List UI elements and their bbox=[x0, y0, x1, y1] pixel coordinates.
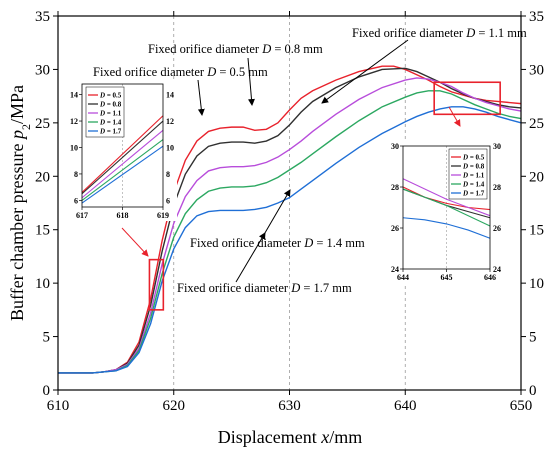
inset-y-tick-label: 28 bbox=[391, 183, 399, 192]
inset-y-tick-label: 24 bbox=[391, 265, 399, 274]
inset-y-tick-label: 6 bbox=[74, 196, 78, 205]
zoom-arrow-right bbox=[448, 106, 461, 127]
zoom-regions bbox=[148, 81, 501, 311]
annotations: Fixed orifice diameter D = 0.8 mm Fixed … bbox=[93, 26, 527, 295]
inset-y-tick-label: 30 bbox=[391, 142, 399, 151]
annotation-d-0.8: Fixed orifice diameter D = 0.8 mm bbox=[148, 42, 323, 56]
inset-y-tick-label-right: 12 bbox=[166, 117, 174, 126]
annotation-d-0.5: Fixed orifice diameter D = 0.5 mm bbox=[93, 65, 268, 79]
legend-label: D = 1.7 bbox=[462, 190, 485, 198]
y-tick-label-right: 20 bbox=[529, 169, 544, 185]
arrow-d-0.5 bbox=[197, 79, 205, 116]
series-line-d-1.4 bbox=[58, 90, 522, 374]
inset-x-tick-label: 645 bbox=[441, 273, 453, 282]
series-line-d-1.7 bbox=[58, 106, 522, 374]
series-line-d-0.8 bbox=[58, 67, 522, 374]
arrow-d-1.4 bbox=[261, 189, 291, 239]
arrow-d-1.7 bbox=[235, 232, 266, 283]
x-tick-label: 630 bbox=[278, 398, 301, 414]
inset-series-line-d-0.5 bbox=[402, 186, 491, 211]
inset-legend: D = 0.5D = 0.8D = 1.1D = 1.4D = 1.7 bbox=[85, 86, 125, 138]
annotation-d-1.1: Fixed orifice diameter D = 1.1 mm bbox=[352, 26, 527, 40]
inset-series-line-d-1.7 bbox=[81, 145, 164, 204]
y-axis-title: Buffer chamber pressure p2/MPa bbox=[7, 85, 33, 321]
y-tick-label: 25 bbox=[35, 116, 50, 132]
y-tick-label-right: 30 bbox=[529, 62, 544, 78]
inset-y-tick-label-right: 14 bbox=[166, 91, 174, 100]
inset-y-tick-label-right: 26 bbox=[493, 224, 501, 233]
x-tick-label: 640 bbox=[394, 398, 417, 414]
y-tick-label: 30 bbox=[35, 62, 50, 78]
inset-x-tick-label: 619 bbox=[157, 211, 169, 220]
inset-series-line-d-1.4 bbox=[402, 188, 491, 227]
legend-label: D = 1.1 bbox=[462, 172, 485, 180]
y-tick-label-right: 10 bbox=[529, 276, 544, 292]
annotation-d-1.7: Fixed orifice diameter D = 1.7 mm bbox=[177, 281, 352, 295]
x-axis-title: Displacement x/mm bbox=[218, 427, 362, 447]
y-tick-label: 10 bbox=[35, 276, 50, 292]
legend-label: D = 1.7 bbox=[99, 128, 122, 136]
x-tick-label: 620 bbox=[163, 398, 186, 414]
y-tick-label-right: 5 bbox=[529, 330, 537, 346]
y-tick-label: 0 bbox=[43, 383, 51, 399]
arrow-d-1.1 bbox=[321, 39, 409, 104]
y-tick-label: 20 bbox=[35, 169, 50, 185]
y-tick-label: 15 bbox=[35, 223, 50, 239]
inset-y-tick-label: 12 bbox=[70, 117, 78, 126]
inset-x-tick-label: 618 bbox=[117, 211, 129, 220]
legend-label: D = 0.5 bbox=[462, 154, 485, 162]
y-tick-label-right: 15 bbox=[529, 223, 544, 239]
inset-series-line-d-1.1 bbox=[402, 178, 491, 217]
arrow-d-0.8 bbox=[247, 57, 255, 106]
inset-x-tick-label: 617 bbox=[76, 211, 88, 220]
annotation-arrows bbox=[121, 39, 461, 283]
legend-label: D = 0.8 bbox=[99, 101, 122, 109]
zoom-region-1 bbox=[148, 258, 165, 311]
y-tick-label-right: 25 bbox=[529, 116, 544, 132]
inset-y-tick-label: 8 bbox=[74, 170, 78, 179]
y-tick-label: 5 bbox=[43, 330, 51, 346]
inset-series-line-d-0.8 bbox=[81, 120, 164, 195]
inset-y-tick-label-right: 8 bbox=[166, 170, 170, 179]
inset-y-tick-label-right: 30 bbox=[493, 142, 501, 151]
inset-y-tick-label-right: 24 bbox=[493, 265, 501, 274]
zoom-arrow-left bbox=[121, 227, 149, 257]
inset-series-line-d-0.5 bbox=[81, 115, 164, 193]
inset-series-line-d-1.1 bbox=[81, 129, 164, 199]
annotation-d-1.4: Fixed orifice diameter D = 1.4 mm bbox=[190, 236, 365, 250]
inset-y-tick-label: 14 bbox=[70, 91, 78, 100]
inset-legend: D = 0.5D = 0.8D = 1.1D = 1.4D = 1.7 bbox=[448, 148, 488, 200]
inset-x-tick-label: 646 bbox=[484, 273, 496, 282]
legend-label: D = 1.4 bbox=[99, 119, 122, 127]
inset-x-tick-label: 644 bbox=[397, 273, 409, 282]
inset-y-tick-label: 10 bbox=[70, 143, 78, 152]
legend-label: D = 0.8 bbox=[462, 163, 485, 171]
y-tick-label-right: 35 bbox=[529, 9, 544, 25]
legend-label: D = 1.1 bbox=[99, 110, 122, 118]
inset-y-tick-label-right: 28 bbox=[493, 183, 501, 192]
inset-series-line-d-1.4 bbox=[81, 139, 164, 201]
legend-label: D = 1.4 bbox=[462, 181, 485, 189]
inset-y-tick-label-right: 10 bbox=[166, 143, 174, 152]
y-tick-label-right: 0 bbox=[529, 383, 537, 399]
y-tick-label: 35 bbox=[35, 9, 50, 25]
legend-label: D = 0.5 bbox=[99, 92, 122, 100]
inset-y-tick-label-right: 6 bbox=[166, 196, 170, 205]
zoom-region-2 bbox=[433, 81, 501, 116]
series-line-d-1.1 bbox=[58, 77, 522, 374]
inset-y-tick-label: 26 bbox=[391, 224, 399, 233]
inset-series-line-d-1.7 bbox=[402, 217, 491, 239]
x-tick-label: 610 bbox=[47, 398, 70, 414]
x-tick-label: 650 bbox=[510, 398, 533, 414]
